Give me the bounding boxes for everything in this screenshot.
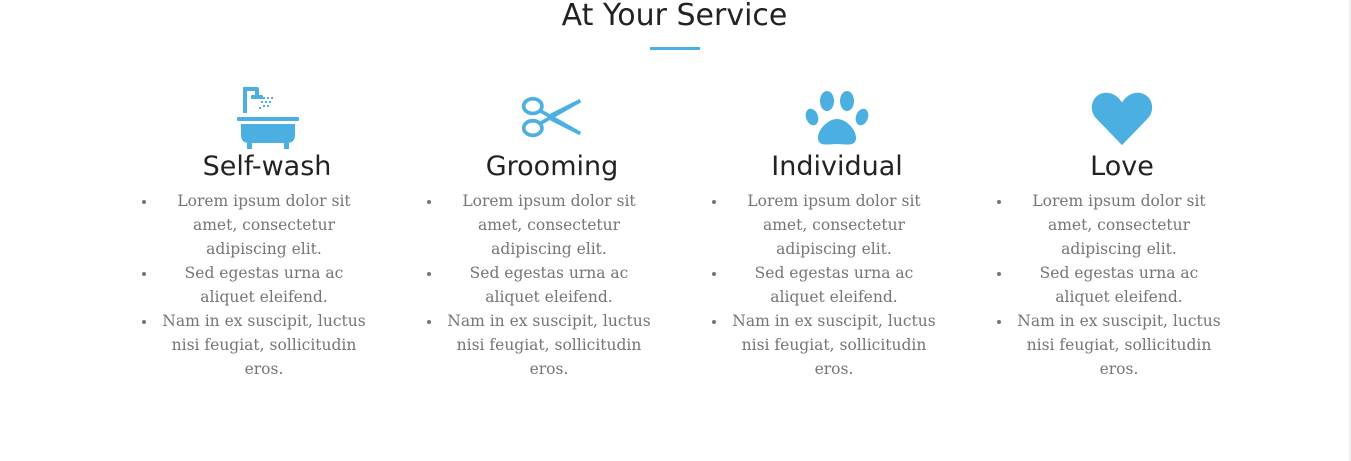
scissors-icon [520,85,584,151]
service-card-individual: Individual Lorem ipsum dolor sit amet, c… [707,85,967,385]
service-title: Individual [771,151,903,182]
title-divider [650,47,700,50]
service-feature-list: Lorem ipsum dolor sit amet, consectetur … [1012,189,1226,381]
service-card-grooming: Grooming Lorem ipsum dolor sit amet, con… [422,85,682,385]
list-item: Nam in ex suscipit, luctus nisi feugiat,… [1012,309,1226,381]
list-item: Lorem ipsum dolor sit amet, consectetur … [442,189,656,261]
list-item: Lorem ipsum dolor sit amet, consectetur … [157,189,371,261]
list-item: Nam in ex suscipit, luctus nisi feugiat,… [727,309,941,381]
paw-icon [805,85,869,151]
bathtub-icon [235,85,299,151]
list-item: Nam in ex suscipit, luctus nisi feugiat,… [442,309,656,381]
service-feature-list: Lorem ipsum dolor sit amet, consectetur … [157,189,371,381]
list-item: Sed egestas urna ac aliquet eleifend. [442,261,656,309]
service-card-self-wash: Self-wash Lorem ipsum dolor sit amet, co… [137,85,397,385]
list-item: Lorem ipsum dolor sit amet, consectetur … [727,189,941,261]
heart-icon [1090,85,1154,151]
service-title: Love [1090,151,1154,182]
section-title: At Your Service [561,0,788,33]
service-card-love: Love Lorem ipsum dolor sit amet, consect… [992,85,1252,385]
service-feature-list: Lorem ipsum dolor sit amet, consectetur … [442,189,656,381]
page-scroll-edge [1349,0,1351,461]
list-item: Sed egestas urna ac aliquet eleifend. [727,261,941,309]
list-item: Sed egestas urna ac aliquet eleifend. [1012,261,1226,309]
service-title: Self-wash [202,151,332,182]
service-title: Grooming [485,151,619,182]
service-feature-list: Lorem ipsum dolor sit amet, consectetur … [727,189,941,381]
list-item: Sed egestas urna ac aliquet eleifend. [157,261,371,309]
list-item: Nam in ex suscipit, luctus nisi feugiat,… [157,309,371,381]
list-item: Lorem ipsum dolor sit amet, consectetur … [1012,189,1226,261]
